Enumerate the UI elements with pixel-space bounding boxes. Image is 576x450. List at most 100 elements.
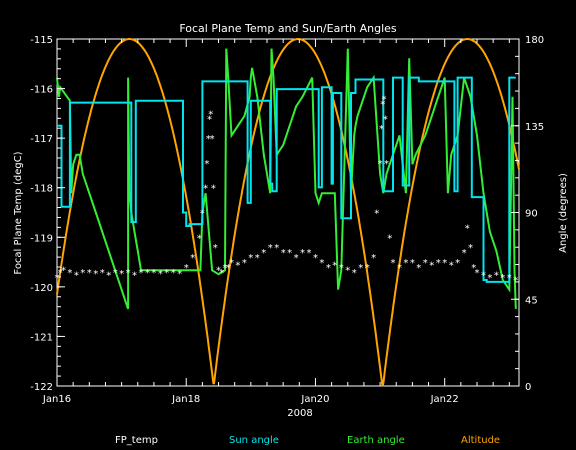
fp-temp-point: * — [226, 263, 231, 274]
fp-temp-point: * — [223, 263, 228, 274]
fp-temp-point: * — [358, 263, 363, 274]
fp-temp-point: * — [365, 263, 370, 274]
fp-temp-point: * — [455, 258, 460, 269]
fp-temp-point: * — [374, 209, 379, 220]
fp-temp-point: * — [255, 253, 260, 264]
fp-temp-point: * — [248, 253, 253, 264]
fp-temp-point: * — [326, 263, 331, 274]
fp-temp-point: * — [87, 268, 92, 279]
y-left-tick-label: -117 — [30, 134, 53, 145]
legend-fp-temp: FP_temp — [115, 435, 158, 446]
ticks-layer: Jan16 Jan18 Jan20 Jan22 -122 -121 -120 -119 -118… — [30, 35, 544, 405]
fp-temp-point: * — [339, 263, 344, 274]
fp-temp-point: * — [113, 268, 118, 279]
y-right-tick-label: 180 — [525, 35, 544, 46]
fp-temp-point: * — [500, 273, 505, 284]
fp-temp-point: * — [119, 269, 124, 280]
fp-temp-point: * — [429, 261, 434, 272]
fp-temp-point: * — [216, 266, 221, 277]
fp-temp-point: * — [206, 134, 211, 145]
fp-temp-point: * — [307, 248, 312, 259]
y-left-tick-label: -120 — [30, 283, 53, 294]
y-right-tick-label: 45 — [525, 295, 538, 306]
fp-temp-point: * — [213, 243, 218, 254]
fp-temp-point: * — [423, 258, 428, 269]
y-left-tick-label: -118 — [30, 184, 53, 195]
fp-temp-point: * — [391, 258, 396, 269]
fp-temp-point: * — [80, 268, 85, 279]
fp-temp-point: * — [319, 258, 324, 269]
fp-temp-point: * — [151, 268, 156, 279]
fp-temp-point: * — [300, 248, 305, 259]
fp-temp-point: * — [475, 268, 480, 279]
y-left-tick-label: -122 — [30, 382, 53, 393]
fp-temp-point: * — [481, 271, 486, 282]
x-axis-label: 2008 — [287, 408, 312, 419]
fp-temp-point: * — [462, 248, 467, 259]
fp-temp-point: * — [145, 268, 150, 279]
fp-temp-point: * — [177, 269, 182, 280]
fp-temp-point: * — [449, 261, 454, 272]
fp-temp-point: * — [171, 268, 176, 279]
fp-temp-point: * — [210, 134, 215, 145]
y-axis-label-right: Angle (degrees) — [558, 173, 569, 253]
legend-sun-angle: Sun angle — [229, 435, 279, 446]
fp-temp-point: * — [513, 275, 518, 286]
fp-temp-point: * — [371, 253, 376, 264]
fp-temp-point: * — [219, 268, 224, 279]
fp-temp-point: * — [164, 268, 169, 279]
fp-temp-point: * — [55, 273, 60, 284]
fp-temp-point: * — [410, 258, 415, 269]
x-tick-label: Jan16 — [42, 394, 71, 405]
fp-temp-point: * — [384, 159, 389, 170]
fp-temp-point: * — [468, 243, 473, 254]
y-axis-label-left: Focal Plane Temp (degC) — [13, 151, 24, 274]
fp-temp-point: * — [471, 263, 476, 274]
series-layer: *** * * * * * * * * * * * * * * * * * ****************** * *… — [55, 38, 520, 387]
fp-temp-point: * — [203, 184, 208, 195]
y-left-tick-label: -121 — [30, 332, 53, 343]
fp-temp-point: * — [190, 253, 195, 264]
fp-temp-point: * — [397, 263, 402, 274]
fp-temp-point: * — [229, 258, 234, 269]
y-right-tick-label: 90 — [525, 209, 538, 220]
legend-altitude: Altitude — [461, 435, 500, 446]
fp-temp-point: * — [126, 268, 131, 279]
y-right-tick-label: 0 — [525, 382, 531, 393]
chart-title: Focal Plane Temp and Sun/Earth Angles — [179, 22, 397, 35]
fp-temp-point: * — [332, 261, 337, 272]
series-sun-angle-line — [57, 76, 516, 283]
fp-temp-point: * — [207, 114, 212, 125]
fp-temp-point: * — [345, 266, 350, 277]
fp-temp-point: * — [204, 159, 209, 170]
fp-temp-point: * — [294, 253, 299, 264]
y-left-tick-label: -116 — [30, 85, 53, 96]
fp-temp-point: * — [200, 209, 205, 220]
fp-temp-point: * — [494, 271, 499, 282]
fp-temp-point: * — [132, 271, 137, 282]
fp-temp-point: * — [158, 269, 163, 280]
legend-earth-angle: Earth angle — [347, 435, 405, 446]
fp-temp-point: * — [416, 263, 421, 274]
fp-temp-point: * — [106, 271, 111, 282]
fp-temp-point: * — [380, 99, 385, 110]
fp-temp-point: * — [281, 248, 286, 259]
fp-temp-point: * — [383, 114, 388, 125]
y-left-tick-label: -115 — [30, 35, 53, 46]
fp-temp-point: * — [313, 253, 318, 264]
fp-temp-point: * — [487, 273, 492, 284]
fp-temp-point: * — [242, 258, 247, 269]
fp-temp-point: * — [139, 268, 144, 279]
fp-temp-point: * — [184, 263, 189, 274]
fp-temp-point: * — [379, 124, 384, 135]
y-left-tick-label: -119 — [30, 233, 53, 244]
fp-temp-point: * — [352, 268, 357, 279]
fp-temp-point: * — [382, 95, 387, 106]
fp-temp-point: * — [507, 273, 512, 284]
x-tick-label: Jan20 — [300, 394, 329, 405]
fp-temp-point: * — [197, 233, 202, 244]
fp-temp-point: * — [93, 269, 98, 280]
x-tick-label: Jan22 — [430, 394, 459, 405]
